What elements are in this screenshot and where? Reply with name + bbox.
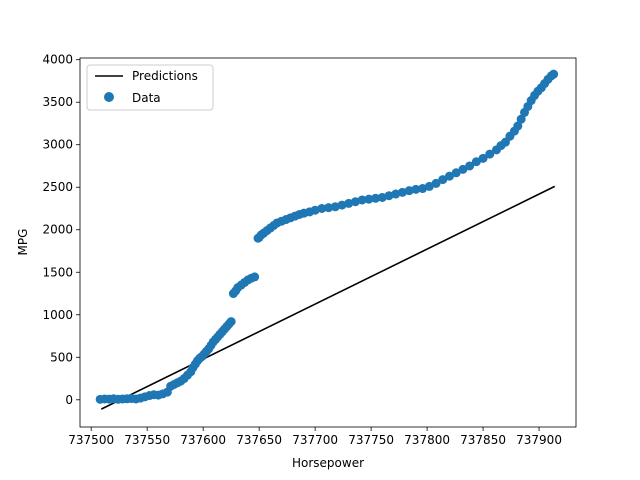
data-point [471, 157, 481, 167]
data-point [485, 149, 495, 159]
legend-data-swatch [104, 92, 114, 102]
y-tick-label: 2000 [42, 223, 73, 237]
x-tick-label: 737650 [236, 433, 282, 447]
x-tick-label: 737750 [348, 433, 394, 447]
y-tick-label: 0 [65, 393, 73, 407]
data-point [411, 184, 421, 194]
y-tick-label: 1000 [42, 308, 73, 322]
data-point [516, 114, 526, 124]
data-point [444, 171, 454, 181]
data-point [226, 317, 236, 327]
data-point [324, 203, 334, 213]
data-point [317, 203, 327, 213]
x-tick-label: 737550 [124, 433, 170, 447]
data-point [397, 187, 407, 197]
data-point [250, 272, 260, 282]
data-point [404, 186, 414, 196]
data-point [371, 193, 381, 203]
data-point [310, 205, 320, 215]
y-tick-label: 3500 [42, 95, 73, 109]
data-point [384, 191, 394, 201]
data-point [465, 161, 475, 171]
x-tick-label: 737800 [404, 433, 450, 447]
data-point [438, 175, 448, 185]
axes-frame [79, 57, 577, 428]
legend-predictions-label: Predictions [132, 69, 198, 83]
plot-area: 737500 737550 737600 737650 737700 737750 7378… [42, 53, 577, 447]
data-point [357, 195, 367, 205]
y-tick-label: 500 [50, 350, 73, 364]
data-point [391, 189, 401, 199]
x-tick-label: 737900 [516, 433, 562, 447]
data-point [330, 202, 340, 212]
data-point [549, 69, 559, 79]
legend-data-label: Data [132, 91, 161, 105]
y-tick-label: 2500 [42, 180, 73, 194]
data-point [458, 164, 468, 174]
y-axis-label: MPG [16, 229, 30, 256]
data-point [344, 198, 354, 208]
data-point [364, 194, 374, 204]
y-axis-ticks: 0 500 1000 1500 2000 2500 3000 3500 4000 [42, 53, 80, 407]
data-point [424, 181, 434, 191]
data-point [431, 178, 441, 188]
predictions-line [100, 185, 556, 410]
data-point [350, 197, 360, 207]
data-layer [95, 69, 559, 410]
x-tick-label: 737700 [292, 433, 338, 447]
data-point [478, 153, 488, 163]
x-axis-label: Horsepower [292, 456, 364, 470]
data-point [377, 192, 387, 202]
x-tick-label: 737600 [180, 433, 226, 447]
data-point [451, 168, 461, 178]
y-tick-label: 3000 [42, 138, 73, 152]
y-tick-label: 4000 [42, 53, 73, 67]
x-tick-label: 737850 [460, 433, 506, 447]
x-axis-ticks: 737500 737550 737600 737650 737700 737750 7378… [68, 427, 562, 447]
x-tick-label: 737500 [68, 433, 114, 447]
data-point [337, 200, 347, 210]
data-point [513, 121, 523, 131]
y-tick-label: 1500 [42, 265, 73, 279]
legend: Predictions Data [86, 64, 214, 111]
